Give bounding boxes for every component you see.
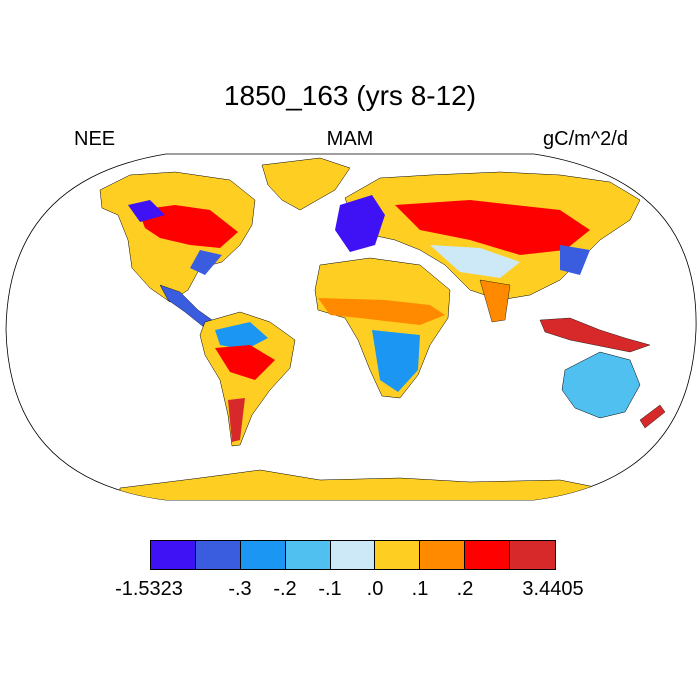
colorbar-label: -.3 <box>228 578 252 600</box>
africa-orange <box>318 298 445 325</box>
colorbar-label: .1 <box>411 578 429 600</box>
se-asia <box>539 317 651 353</box>
asia-red-band <box>395 200 590 255</box>
antarctica <box>119 469 601 500</box>
europe-blue <box>335 195 385 252</box>
colorbar-label: -.1 <box>318 578 342 600</box>
variable-label: NEE <box>74 128 116 150</box>
sa-south-red <box>228 398 245 442</box>
australia <box>561 351 641 419</box>
colorbar-label: 3.4405 <box>522 578 584 600</box>
east-asia-blue <box>560 245 590 275</box>
colorbar-box <box>240 541 286 569</box>
sa-red <box>215 345 275 380</box>
sa-blue <box>215 322 268 350</box>
colorbar-box <box>375 541 421 569</box>
colorbar-box <box>195 541 241 569</box>
na-red-band <box>138 205 238 248</box>
colorbar-box <box>510 541 556 569</box>
na-blue-band <box>128 200 165 222</box>
colorbar-box <box>420 541 466 569</box>
colorbar-box <box>330 541 376 569</box>
colorbar-box <box>465 541 511 569</box>
colorbar <box>150 540 557 570</box>
season-label: MAM <box>326 128 374 150</box>
africa-blue <box>372 330 420 392</box>
greenland <box>261 157 351 211</box>
new-zealand <box>639 404 666 429</box>
colorbar-box <box>285 541 331 569</box>
colorbar-label: -.2 <box>273 578 297 600</box>
colorbar-label: .0 <box>366 578 384 600</box>
asia-light <box>430 245 520 278</box>
colorbar-label: .2 <box>456 578 474 600</box>
colorbar-box <box>151 541 196 569</box>
map-title: 1850_163 (yrs 8-12) <box>223 80 477 111</box>
colorbar-label: -1.5323 <box>115 578 183 600</box>
india <box>479 279 511 323</box>
na-east-blue <box>190 250 222 275</box>
units-label: gC/m^2/d <box>543 128 628 150</box>
